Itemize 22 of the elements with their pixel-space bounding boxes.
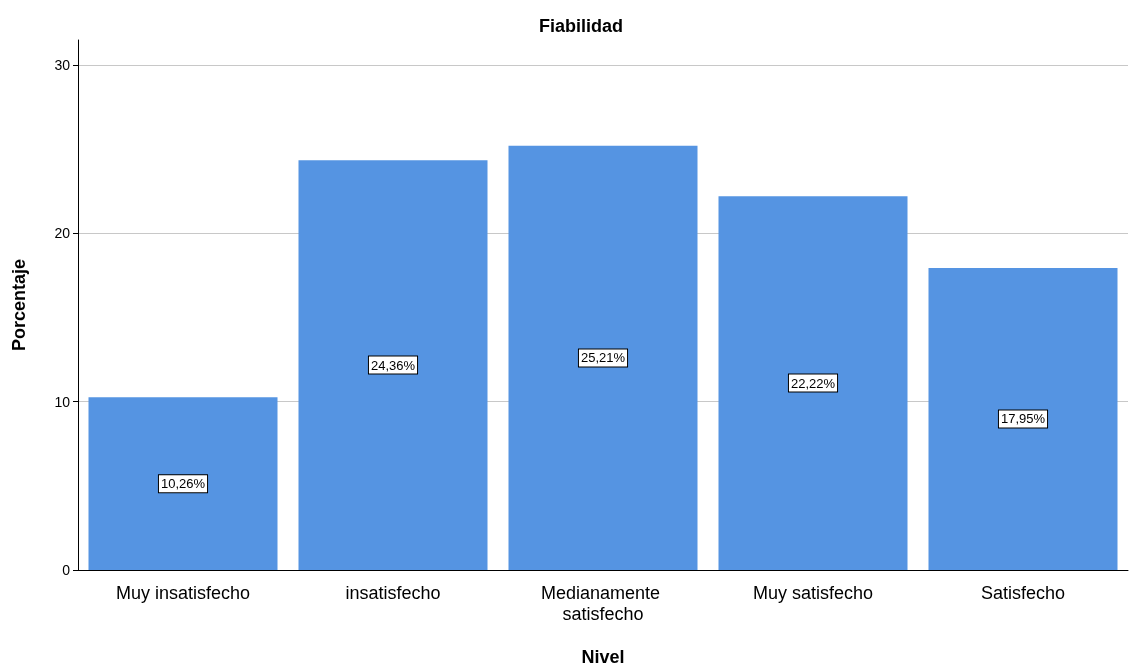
bar	[88, 397, 278, 570]
bar	[298, 160, 488, 570]
bar	[928, 267, 1118, 570]
x-tick-label: Satisfecho	[980, 582, 1066, 603]
data-label: 25,21%	[580, 350, 626, 366]
x-tick-label: Muy insatisfecho	[115, 582, 251, 603]
data-label: 10,26%	[160, 476, 206, 492]
x-axis-title: Nivel	[581, 647, 625, 667]
data-label: 17,95%	[1000, 411, 1046, 427]
bar	[718, 196, 908, 570]
data-label: 24,36%	[370, 357, 416, 373]
y-axis-title: Porcentaje	[9, 258, 29, 352]
y-tick-label: 10	[54, 393, 71, 410]
chart-title: Fiabilidad	[538, 16, 624, 36]
data-label: 22,22%	[790, 375, 836, 391]
y-tick-label: 30	[54, 57, 71, 74]
bar	[508, 145, 698, 570]
x-tick-label: Medianamente satisfecho	[540, 582, 666, 624]
y-tick-label: 0	[62, 562, 71, 578]
x-tick-label: Muy satisfecho	[752, 582, 874, 603]
x-tick-label: insatisfecho	[345, 582, 441, 603]
y-tick-label: 20	[54, 225, 71, 242]
